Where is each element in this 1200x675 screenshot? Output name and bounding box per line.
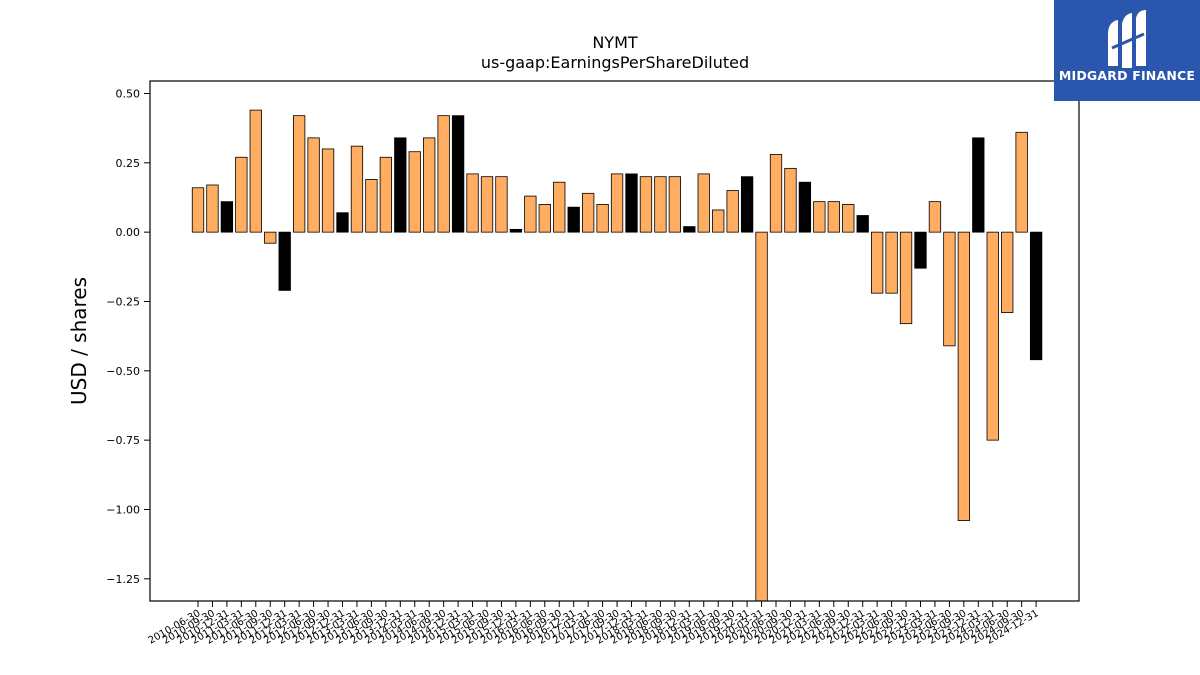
bar-2014-12-31 [451, 115, 465, 233]
bar-2012-09-30 [321, 148, 335, 233]
bar-2014-09-30 [437, 115, 450, 233]
midgard-logo-icon [1108, 10, 1146, 68]
bar-2020-06-30 [769, 154, 783, 233]
bar-2016-06-30 [538, 204, 551, 233]
bar-2015-03-31 [466, 173, 479, 233]
bars-layer [191, 109, 1043, 602]
y-tick-label: −1.25 [106, 573, 140, 586]
midgard-finance-logo: MIDGARD FINANCE [1054, 0, 1200, 101]
bar-2013-03-31 [350, 145, 364, 233]
bar-2014-03-31 [408, 151, 421, 233]
y-tick-label: −0.25 [106, 295, 140, 308]
bar-2022-03-31 [871, 231, 884, 294]
plot-frame [149, 80, 1080, 602]
bar-2021-03-31 [813, 201, 826, 233]
bar-2018-03-31 [639, 176, 653, 233]
bar-2011-06-30 [249, 109, 262, 233]
bar-2012-06-30 [307, 137, 320, 233]
bar-2024-09-30 [1015, 131, 1028, 233]
bar-2024-12-31 [1029, 231, 1043, 361]
y-axis-label: USD / shares [67, 277, 91, 405]
bar-2015-12-31 [509, 228, 523, 233]
bar-2016-03-31 [524, 195, 537, 233]
bar-2023-06-30 [943, 231, 956, 347]
bar-2013-06-30 [365, 179, 378, 233]
bar-2022-09-30 [899, 231, 913, 325]
logo-text: MIDGARD FINANCE [1058, 68, 1196, 83]
bar-2014-06-30 [423, 137, 436, 233]
bar-2017-12-31 [625, 173, 638, 233]
bar-2011-09-30 [264, 231, 277, 244]
bar-2016-09-30 [553, 181, 566, 233]
y-tick-label: −1.00 [106, 503, 140, 516]
bar-2023-03-31 [928, 201, 942, 233]
x-axis: 2010-06-302010-09-302010-12-312011-03-31… [147, 601, 1041, 647]
bar-2013-09-30 [379, 156, 393, 233]
bar-2011-12-31 [278, 231, 291, 291]
y-tick-label: 0.50 [116, 87, 141, 100]
bar-2019-12-31 [740, 176, 754, 233]
y-axis: 0.50 0.25 0.00 −0.25 −0.50 −0.75 −1.00 −1.25 [106, 87, 150, 586]
bar-2023-12-31 [972, 137, 985, 233]
bar-2019-03-31 [697, 173, 710, 233]
bar-2019-09-30 [726, 190, 739, 233]
y-tick-label: 0.00 [116, 226, 141, 239]
y-tick-label: −0.50 [106, 365, 140, 378]
bar-2018-09-30 [668, 176, 681, 233]
bar-2021-09-30 [842, 204, 855, 233]
bar-2010-12-31 [220, 201, 234, 233]
bar-2020-09-30 [784, 167, 797, 233]
bar-2010-09-30 [206, 184, 219, 233]
bar-2010-06-30 [191, 187, 205, 233]
bar-2019-06-30 [712, 209, 725, 233]
bar-2022-12-31 [914, 231, 927, 269]
bar-2024-06-30 [1001, 231, 1014, 313]
bar-2017-03-31 [582, 192, 595, 233]
chart-subtitle: us-gaap:EarningsPerShareDiluted [481, 53, 749, 72]
bar-2020-12-31 [798, 181, 812, 233]
bar-2015-06-30 [480, 176, 494, 233]
chart-title: NYMT [592, 33, 638, 52]
bar-2016-12-31 [567, 206, 580, 233]
bar-2012-03-31 [292, 115, 306, 233]
bar-2020-03-31 [755, 231, 768, 602]
bar-2017-06-30 [596, 204, 609, 233]
bar-2021-06-30 [827, 201, 840, 233]
bar-2012-12-31 [336, 212, 349, 233]
bar-2017-09-30 [610, 173, 624, 233]
bar-2015-09-30 [495, 176, 508, 233]
bar-2018-06-30 [654, 176, 667, 233]
bar-2021-12-31 [856, 215, 869, 233]
bar-2023-09-30 [957, 231, 970, 521]
bar-2018-12-31 [683, 226, 696, 233]
y-tick-label: −0.75 [106, 434, 140, 447]
y-tick-label: 0.25 [116, 157, 141, 170]
bar-2011-03-31 [235, 156, 248, 233]
bar-2013-12-31 [394, 137, 407, 233]
bar-2024-03-31 [986, 231, 999, 441]
bar-2022-06-30 [885, 231, 898, 294]
